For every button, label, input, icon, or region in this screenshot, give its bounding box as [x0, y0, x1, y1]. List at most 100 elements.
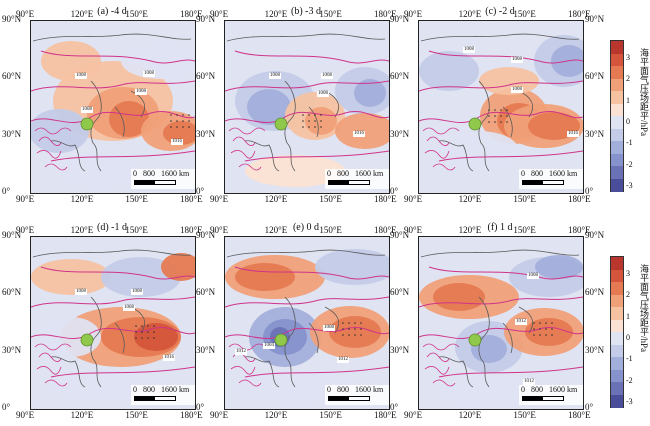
significance-dot	[141, 331, 143, 333]
anomaly-contour	[525, 318, 573, 346]
significance-dot	[135, 337, 137, 339]
colorbar-tick: 2	[626, 290, 630, 300]
isobar-label: 1012	[523, 379, 535, 385]
scale-zero: 0	[521, 385, 525, 394]
lon-tick-label: 180°E	[568, 194, 591, 204]
map-frame: 1008 1008 1008 1016 0 800 1600 km	[418, 20, 584, 194]
isobar-label: 1016	[171, 139, 183, 145]
anomaly-contour	[419, 51, 479, 91]
colorbar-tick: -1	[626, 354, 633, 364]
significance-dot	[147, 337, 149, 339]
scale-bar: 0 800 1600 km	[131, 169, 195, 189]
isobar-line	[422, 343, 460, 387]
lat-tick-label: 30°N	[390, 128, 410, 139]
colorbar-swatch	[611, 294, 623, 308]
colorbar-swatch	[611, 178, 623, 192]
significance-dot	[488, 121, 490, 123]
lon-tick-label: 90°E	[404, 194, 423, 204]
lat-tick-label: 90°N	[390, 14, 410, 24]
significance-dot	[494, 121, 496, 123]
significance-dot	[141, 337, 143, 339]
anomaly-field	[419, 237, 583, 409]
scale-zero: 0	[327, 385, 331, 394]
colorbar-swatch	[611, 344, 623, 358]
colorbar-swatch	[611, 103, 623, 117]
lat-tick-label: 60°N	[196, 71, 216, 82]
significance-dot	[500, 121, 502, 123]
isobar-label: 1008	[131, 289, 143, 295]
colorbar-swatch	[611, 257, 623, 270]
anomaly-contour	[247, 89, 291, 125]
lon-tick-label: 120°E	[264, 9, 288, 19]
isobar-line	[225, 266, 389, 378]
significance-dot	[153, 331, 155, 333]
scale-mid: 800	[337, 169, 349, 178]
significance-dot	[314, 126, 316, 128]
lon-tick-label: 150°E	[513, 410, 536, 420]
isobar-label: 1012	[337, 357, 349, 363]
isobar-line	[228, 127, 266, 171]
lon-tick-label: 90°E	[210, 225, 229, 235]
lon-tick-label: 150°E	[319, 225, 342, 235]
lon-tick-label: 180°E	[180, 194, 203, 204]
colorbar-swatch	[611, 128, 623, 142]
significance-dot	[360, 328, 362, 330]
significance-dot	[551, 328, 553, 330]
station-marker	[80, 333, 94, 347]
colorbar-swatch	[611, 91, 623, 104]
lat-tick-label: 0°	[390, 402, 399, 412]
isobar-label: 1016	[353, 131, 365, 137]
map-frame: 1008 1008 1008 1008 1016 0 800 1600 km	[30, 20, 196, 194]
significance-dot	[348, 334, 350, 336]
isobar-line	[31, 50, 195, 162]
scale-bar: 0 800 1600 km	[325, 385, 389, 405]
lat-tick-label: 0°	[2, 186, 11, 196]
scale-bar: 0 800 1600 km	[519, 385, 583, 405]
lon-tick-label: 150°E	[125, 9, 148, 19]
significance-dot	[308, 126, 310, 128]
scale-bar: 0 800 1600 km	[325, 169, 389, 189]
significance-dot	[551, 334, 553, 336]
lat-tick-label: 90°N	[390, 230, 410, 240]
lat-tick-label: 0°	[585, 186, 594, 196]
significance-dot	[135, 325, 137, 327]
colorbar-swatch	[611, 382, 623, 395]
lat-tick-label: 90°N	[2, 230, 22, 240]
significance-dot	[360, 322, 362, 324]
colorbar-tick: 0	[626, 333, 630, 342]
lon-tick-label: 120°E	[458, 194, 482, 204]
colorbar-swatch	[611, 394, 623, 408]
colorbar-swatch	[611, 357, 623, 370]
colorbar-tick: -1	[626, 138, 633, 148]
panel-title: (f) 1 d	[487, 222, 513, 233]
significance-dot	[308, 114, 310, 116]
significance-dot	[545, 322, 547, 324]
significance-dot	[539, 322, 541, 324]
significance-dot	[176, 120, 178, 122]
isobar-label: 1008	[317, 91, 329, 97]
lon-tick-label: 150°E	[513, 225, 536, 235]
station-marker	[274, 333, 288, 347]
significance-dot	[545, 328, 547, 330]
colorbar-tick: 1	[626, 311, 630, 321]
anomaly-contour	[161, 253, 195, 281]
significance-dot	[533, 334, 535, 336]
scale-end: 1600 km	[161, 385, 190, 394]
significance-dot	[342, 334, 344, 336]
colorbar-swatch	[611, 53, 623, 67]
isobar-line	[422, 127, 460, 171]
isobar-label: 1008	[463, 47, 475, 53]
colorbar-swatch	[611, 166, 623, 179]
lat-tick-label: 30°N	[585, 344, 605, 355]
lat-tick-label: 60°N	[2, 287, 22, 298]
lon-tick-label: 180°E	[568, 225, 591, 235]
significance-dot	[147, 331, 149, 333]
anomaly-contour	[354, 79, 386, 107]
isobar-line	[34, 127, 72, 171]
lon-tick-label: 150°E	[125, 225, 148, 235]
colorbar-tick: -2	[626, 159, 633, 169]
lat-tick-label: 0°	[390, 186, 399, 196]
scale-zero: 0	[327, 169, 331, 178]
lon-tick-label: 180°E	[180, 9, 203, 19]
lon-tick-label: 90°E	[404, 410, 423, 420]
